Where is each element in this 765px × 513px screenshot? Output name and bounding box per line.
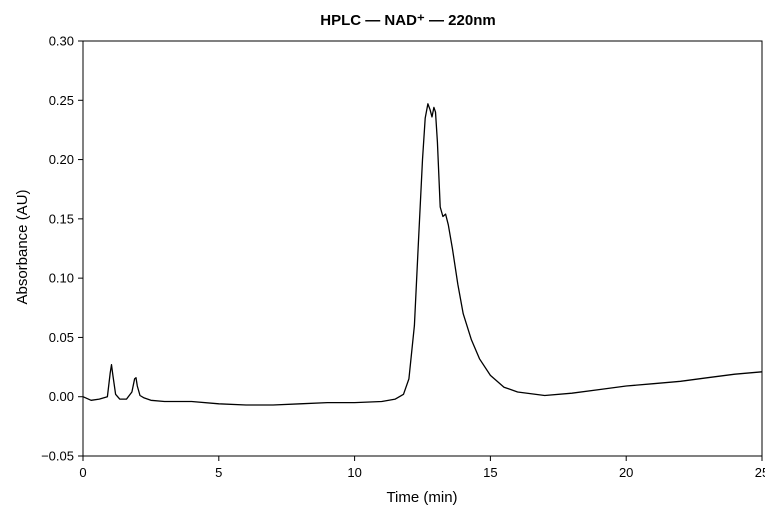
x-tick-label: 0 bbox=[79, 465, 86, 480]
x-axis-label: Time (min) bbox=[386, 489, 457, 506]
y-tick-label: 0.20 bbox=[49, 152, 74, 167]
y-tick-label: 0.15 bbox=[49, 211, 74, 226]
x-tick-label: 20 bbox=[619, 465, 633, 480]
y-tick-label: 0.10 bbox=[49, 271, 74, 286]
chromatogram-line bbox=[82, 103, 763, 406]
y-tick-label: 0.00 bbox=[49, 389, 74, 404]
y-tick-label: 0.25 bbox=[49, 93, 74, 108]
plot-area-frame bbox=[82, 40, 763, 457]
x-tick-label: 10 bbox=[347, 465, 361, 480]
y-tick-label: −0.05 bbox=[41, 449, 74, 464]
x-tick-label: 25 bbox=[755, 465, 765, 480]
y-tick-label: 0.05 bbox=[49, 330, 74, 345]
y-axis-ticks: −0.05 0.00 0.05 0.10 0.15 0.20 0.25 0.30 bbox=[41, 34, 83, 464]
x-axis-ticks: 0 5 10 15 20 25 bbox=[79, 456, 765, 480]
x-tick-label: 15 bbox=[483, 465, 497, 480]
y-tick-label: 0.30 bbox=[49, 34, 74, 49]
series-layer bbox=[82, 103, 763, 406]
x-tick-label: 5 bbox=[215, 465, 222, 480]
chart-title: HPLC — NAD⁺ — 220nm bbox=[320, 12, 495, 29]
y-axis-label: Absorbance (AU) bbox=[14, 189, 31, 304]
